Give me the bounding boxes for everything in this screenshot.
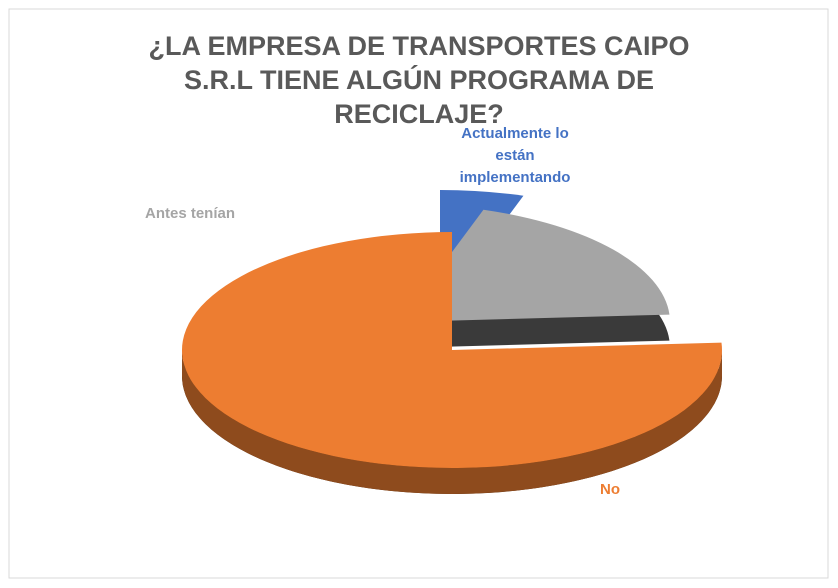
slice bbox=[181, 232, 723, 468]
data-label: No bbox=[600, 481, 620, 498]
chart-title: ¿LA EMPRESA DE TRANSPORTES CAIPO S.R.L TI… bbox=[148, 31, 689, 129]
slice-side bbox=[182, 350, 722, 494]
slice bbox=[400, 209, 670, 322]
data-label: Actualmente lo están implementando bbox=[460, 125, 571, 186]
data-label: Antes tenían bbox=[145, 205, 235, 222]
